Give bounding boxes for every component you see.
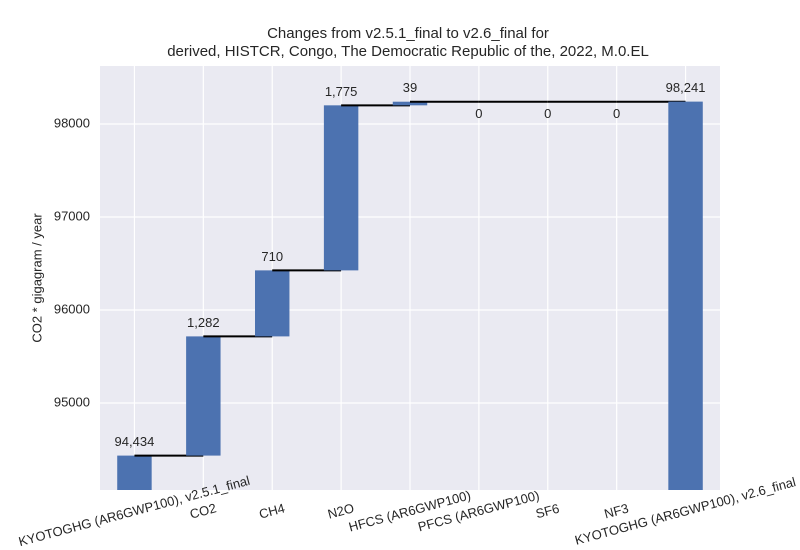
value-label: 1,775 (325, 84, 358, 99)
x-tick-label: SF6 (534, 501, 561, 522)
value-label: 0 (544, 106, 551, 121)
value-label: 710 (261, 249, 283, 264)
bar (117, 455, 152, 490)
bar (323, 105, 359, 271)
bar (255, 270, 290, 337)
value-label: 98,241 (666, 80, 706, 95)
y-tick-label: 96000 (54, 301, 90, 316)
value-label: 94,434 (115, 434, 155, 449)
bar (668, 101, 703, 491)
x-tick-label: N2O (326, 500, 356, 521)
value-label: 1,282 (187, 315, 220, 330)
x-tick-label: CH4 (257, 500, 286, 521)
y-tick-label: 98000 (54, 115, 90, 130)
value-label: 0 (613, 106, 620, 121)
y-tick-label: 97000 (54, 208, 90, 223)
value-label: 0 (475, 106, 482, 121)
bar (186, 336, 221, 456)
chart-title: Changes from v2.5.1_final to v2.6_final … (267, 25, 549, 42)
x-tick-label: NF3 (603, 501, 631, 522)
y-axis-label: CO2 * gigagram / year (29, 213, 44, 343)
value-label: 39 (403, 80, 417, 95)
bar (392, 101, 428, 106)
x-tick-label: CO2 (188, 500, 218, 521)
y-tick-label: 95000 (54, 394, 90, 409)
chart-title: derived, HISTCR, Congo, The Democratic R… (167, 43, 649, 60)
